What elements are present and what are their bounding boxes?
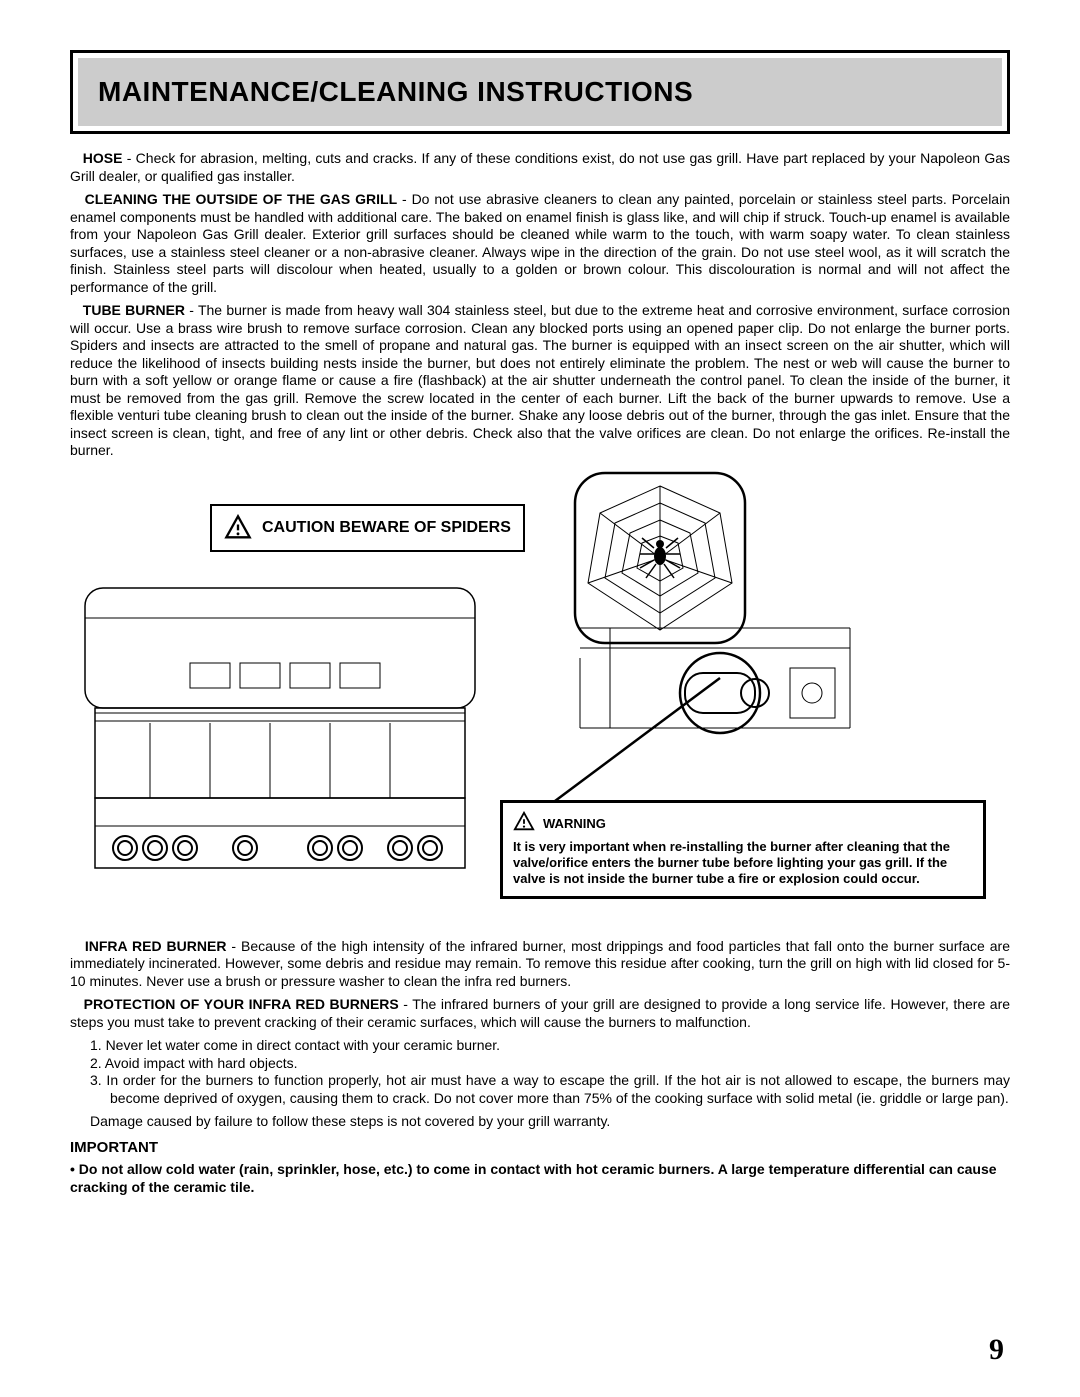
cleaning-para: CLEANING THE OUTSIDE OF THE GAS GRILL - … [70, 191, 1010, 296]
list-item: 3. In order for the burners to function … [90, 1072, 1010, 1107]
hose-body: - Check for abrasion, melting, cuts and … [70, 150, 1010, 184]
callout-leader-line [500, 608, 750, 808]
caution-label: CAUTION BEWARE OF SPIDERS [262, 519, 511, 537]
tube-body: - The burner is made from heavy wall 304… [70, 302, 1010, 458]
infra-para: INFRA RED BURNER - Because of the high i… [70, 938, 1010, 991]
list-item: 2. Avoid impact with hard objects. [90, 1055, 1010, 1073]
diagram-area: CAUTION BEWARE OF SPIDERS [70, 468, 1010, 918]
hose-lead: HOSE [83, 150, 123, 166]
caution-spiders-box: CAUTION BEWARE OF SPIDERS [210, 504, 525, 552]
important-label: IMPORTANT [70, 1139, 1010, 1156]
warning-triangle-icon [224, 514, 252, 542]
warranty-note: Damage caused by failure to follow these… [90, 1113, 1010, 1131]
protect-para: PROTECTION OF YOUR INFRA RED BURNERS - T… [70, 996, 1010, 1031]
protect-lead: PROTECTION OF YOUR INFRA RED BURNERS [84, 996, 399, 1012]
tube-para: TUBE BURNER - The burner is made from he… [70, 302, 1010, 460]
warning-callout-box: WARNING It is very important when re-ins… [500, 800, 986, 899]
warning-heading: WARNING [543, 816, 606, 832]
warning-body: It is very important when re-installing … [513, 839, 950, 887]
important-body: • Do not allow cold water (rain, sprinkl… [70, 1160, 1010, 1196]
infra-lead: INFRA RED BURNER [85, 938, 227, 954]
warning-triangle-icon [513, 811, 535, 837]
tube-lead: TUBE BURNER [83, 302, 185, 318]
hose-para: HOSE - Check for abrasion, melting, cuts… [70, 150, 1010, 185]
page-title: MAINTENANCE/CLEANING INSTRUCTIONS [98, 76, 693, 107]
cleaning-lead: CLEANING THE OUTSIDE OF THE GAS GRILL [85, 191, 397, 207]
list-item: 1. Never let water come in direct contac… [90, 1037, 1010, 1055]
title-box: MAINTENANCE/CLEANING INSTRUCTIONS [70, 50, 1010, 134]
page-number: 9 [989, 1333, 1004, 1367]
grill-illustration [70, 568, 490, 888]
